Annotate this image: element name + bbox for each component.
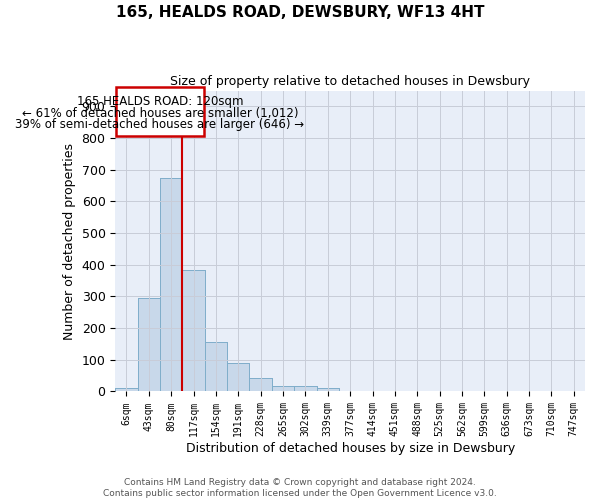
Bar (160, 178, 182, 392)
Bar (115, 388, 137, 392)
FancyBboxPatch shape (116, 88, 203, 136)
X-axis label: Distribution of detached houses by size in Dewsbury: Distribution of detached houses by size … (185, 442, 515, 455)
Bar (182, 270, 205, 392)
Bar (227, 363, 250, 392)
Bar (250, 378, 272, 392)
Bar (137, 298, 160, 392)
Bar (272, 386, 294, 392)
Bar (115, 388, 137, 392)
Text: 165 HEALDS ROAD: 120sqm: 165 HEALDS ROAD: 120sqm (77, 95, 243, 108)
Bar (272, 386, 294, 392)
Bar (317, 388, 339, 392)
Bar (137, 298, 160, 392)
Bar (250, 378, 272, 392)
Title: Size of property relative to detached houses in Dewsbury: Size of property relative to detached ho… (170, 75, 530, 88)
Bar (205, 342, 227, 392)
Text: ← 61% of detached houses are smaller (1,012): ← 61% of detached houses are smaller (1,… (22, 107, 298, 120)
Bar (182, 270, 205, 392)
Text: 165, HEALDS ROAD, DEWSBURY, WF13 4HT: 165, HEALDS ROAD, DEWSBURY, WF13 4HT (116, 5, 484, 20)
Y-axis label: Number of detached properties: Number of detached properties (63, 142, 76, 340)
Bar (294, 386, 317, 392)
Text: 39% of semi-detached houses are larger (646) →: 39% of semi-detached houses are larger (… (16, 118, 305, 132)
Bar (227, 363, 250, 392)
Bar (294, 386, 317, 392)
Bar (160, 178, 182, 392)
Bar (317, 388, 339, 392)
Text: Contains HM Land Registry data © Crown copyright and database right 2024.
Contai: Contains HM Land Registry data © Crown c… (103, 478, 497, 498)
Bar (205, 342, 227, 392)
